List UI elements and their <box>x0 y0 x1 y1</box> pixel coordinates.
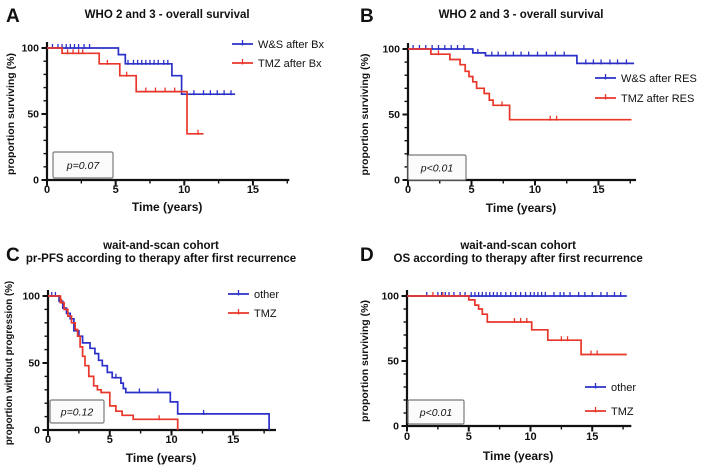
km-curve-tmz-after-res <box>408 48 632 121</box>
legend-label-other: other <box>611 382 636 394</box>
legend: W&S after RES TMZ after RES <box>595 73 697 105</box>
x-axis-label: Time (years) <box>132 200 202 214</box>
x-tick-label: 5 <box>113 184 119 196</box>
x-tick-label: 10 <box>524 431 536 443</box>
chart-title: pr-PFS according to therapy after first … <box>26 253 296 265</box>
y-tick-label: 50 <box>28 358 40 370</box>
legend: W&S after Bx TMZ after Bx <box>232 39 325 70</box>
km-curve-tmz <box>48 295 179 430</box>
legend: other TMZ <box>585 382 636 418</box>
p-value-label: p=0.12 <box>60 406 94 418</box>
y-tick-label: 100 <box>382 44 400 56</box>
legend-label-w-s-after-res: W&S after RES <box>621 73 697 85</box>
y-tick-label: 100 <box>22 291 40 303</box>
x-tick-label: 5 <box>107 434 113 446</box>
p-value-label: p=0.07 <box>66 160 101 172</box>
censor-ticks-tmz <box>432 292 598 356</box>
p-value-box: p<0.01 <box>407 399 465 425</box>
censor-ticks-tmz <box>60 298 160 421</box>
km-curve-tmz-after-bx <box>47 47 204 135</box>
p-value-label: p<0.01 <box>420 162 453 174</box>
legend-label-tmz: TMZ <box>254 308 277 320</box>
km-chart-b: B WHO 2 and 3 - overall survival 0 50 100 0 5 1… <box>359 6 697 215</box>
p-value-box: p=0.12 <box>49 399 105 424</box>
x-tick-label: 15 <box>592 184 604 196</box>
censor-ticks-other <box>426 292 622 297</box>
legend-label-tmz-after-bx: TMZ after Bx <box>258 58 322 70</box>
p-value-box: p<0.01 <box>407 154 467 181</box>
y-axis-label: proportion surviving (%) <box>359 54 371 176</box>
x-tick-label: 0 <box>404 431 410 443</box>
legend-label-tmz-after-res: TMZ after RES <box>621 93 694 105</box>
censor-ticks-tmz-after-res <box>437 50 558 121</box>
y-tick-label: 0 <box>394 175 400 187</box>
km-curve-tmz <box>407 295 627 356</box>
legend-label-w-s-after-bx: W&S after Bx <box>258 39 325 51</box>
x-tick-label: 15 <box>586 431 598 443</box>
y-tick-label: 50 <box>27 109 39 121</box>
x-tick-label: 15 <box>227 434 239 446</box>
chart-title: OS according to therapy after first recu… <box>394 253 643 265</box>
y-tick-label: 0 <box>393 421 399 433</box>
x-tick-label: 10 <box>165 434 177 446</box>
censor-ticks-tmz-after-bx <box>66 49 199 135</box>
y-tick-label: 0 <box>33 175 39 187</box>
chart-title: wait-and-scan cohort <box>102 240 219 252</box>
x-tick-label: 15 <box>247 184 259 196</box>
km-chart-a: A WHO 2 and 3 - overall survival 0 50 100 0 5 1… <box>5 6 325 214</box>
y-tick-label: 50 <box>388 109 400 121</box>
km-curve-w-s-after-bx <box>47 47 236 96</box>
x-axis-label: Time (years) <box>486 201 556 215</box>
x-tick-label: 0 <box>405 184 411 196</box>
km-curve-w-s-after-res <box>408 48 635 65</box>
censor-ticks-w-s-after-res <box>412 45 628 65</box>
panel-a: A WHO 2 and 3 - overall survival 0 50 100 0 5 1… <box>0 0 354 235</box>
y-tick-label: 50 <box>387 356 399 368</box>
x-tick-label: 10 <box>529 184 541 196</box>
y-axis-label: proportion surviving (%) <box>5 53 17 175</box>
y-tick-label: 100 <box>381 291 399 303</box>
x-tick-label: 5 <box>466 431 472 443</box>
chart-title: WHO 2 and 3 - overall survival <box>85 9 250 21</box>
chart-title: WHO 2 and 3 - overall survival <box>439 9 604 21</box>
x-tick-label: 0 <box>45 434 51 446</box>
y-tick-label: 0 <box>34 425 40 437</box>
chart-title: wait-and-scan cohort <box>459 240 576 252</box>
y-axis-label: proportion without progression (%) <box>4 281 15 445</box>
legend-label-other: other <box>254 289 279 301</box>
x-tick-label: 5 <box>468 184 474 196</box>
panel-letter: B <box>360 6 374 27</box>
panel-b: B WHO 2 and 3 - overall survival 0 50 100 0 5 1… <box>354 0 708 235</box>
y-tick-label: 100 <box>21 43 39 55</box>
legend: other TMZ <box>228 289 279 320</box>
x-axis-label: Time (years) <box>126 451 196 465</box>
legend-label-tmz: TMZ <box>611 406 634 418</box>
panel-letter: C <box>6 245 20 266</box>
p-value-label: p<0.01 <box>419 407 452 419</box>
x-tick-label: 10 <box>178 184 190 196</box>
censor-ticks-w-s-after-bx <box>51 44 232 96</box>
x-tick-label: 0 <box>44 184 50 196</box>
p-value-box: p=0.07 <box>52 151 114 179</box>
censor-ticks-other <box>51 292 205 415</box>
panel-letter: A <box>6 6 20 27</box>
x-axis-label: Time (years) <box>483 449 553 463</box>
panel-letter: D <box>360 245 374 266</box>
y-axis-label: proportion surviving (%) <box>359 300 371 422</box>
